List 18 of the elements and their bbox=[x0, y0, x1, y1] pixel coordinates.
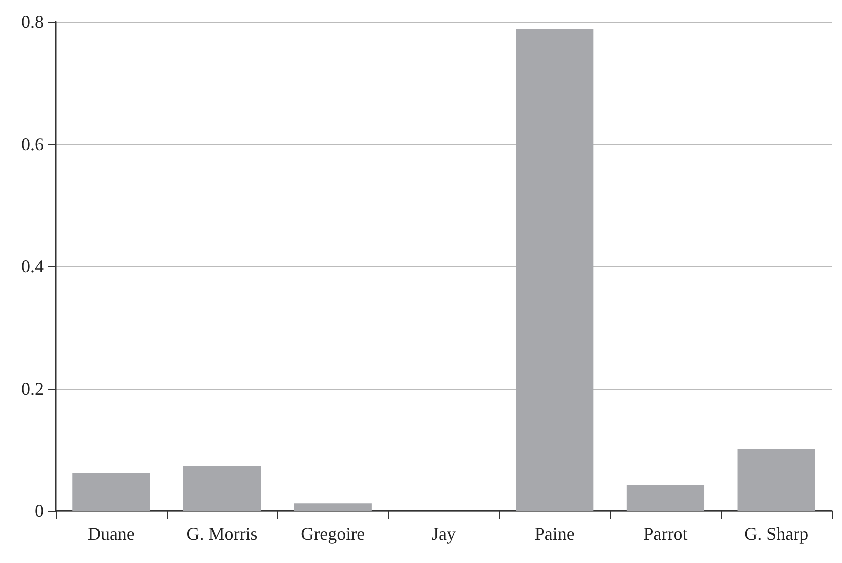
y-tick-label: 0.8 bbox=[22, 12, 44, 32]
x-tick-label: Paine bbox=[534, 524, 575, 544]
bar bbox=[294, 504, 372, 511]
bar bbox=[183, 466, 262, 511]
x-tick-label: G. Sharp bbox=[744, 524, 809, 544]
y-tick-label: 0.2 bbox=[22, 378, 44, 399]
bar bbox=[72, 473, 150, 511]
y-tick-label: 0.4 bbox=[22, 256, 44, 276]
x-tick-label: Jay bbox=[432, 524, 456, 544]
y-tick-label: 0.6 bbox=[22, 134, 44, 154]
bar bbox=[516, 29, 594, 511]
y-tick-label: 0 bbox=[35, 501, 44, 521]
x-tick-label: Parrot bbox=[644, 524, 688, 544]
bar bbox=[738, 449, 816, 511]
x-tick-label: G. Morris bbox=[186, 524, 258, 544]
x-tick-label: Gregoire bbox=[301, 524, 366, 544]
bar bbox=[626, 485, 705, 511]
x-tick-label: Duane bbox=[88, 524, 135, 544]
